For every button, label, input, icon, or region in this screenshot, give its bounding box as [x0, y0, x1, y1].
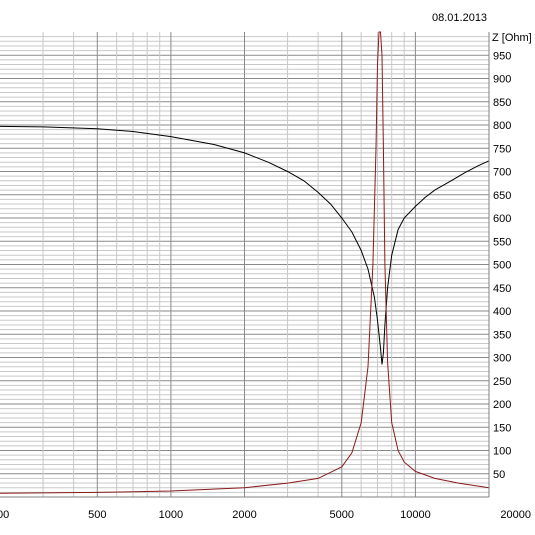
y-tick-label: 550	[493, 236, 511, 248]
y-tick-label: 900	[493, 74, 511, 86]
y-tick-label: 150	[493, 422, 511, 434]
y-tick-label: 200	[493, 399, 511, 411]
y-tick-label: 950	[493, 50, 511, 62]
y-tick-label: 500	[493, 260, 511, 272]
x-tick-label: 20000	[500, 509, 531, 521]
y-tick-label: 600	[493, 213, 511, 225]
x-tick-label: 2000	[232, 509, 256, 521]
y-tick-label: 650	[493, 190, 511, 202]
y-tick-label: 700	[493, 167, 511, 179]
y-tick-label: 400	[493, 306, 511, 318]
chart-date: 08.01.2013	[432, 12, 488, 24]
y-tick-label: 300	[493, 353, 511, 365]
y-tick-label: 250	[493, 376, 511, 388]
x-tick-label: 500	[88, 509, 106, 521]
series-group	[0, 31, 490, 494]
y-tick-label: 50	[493, 469, 505, 481]
y-tick-label: 350	[493, 329, 511, 341]
y-tick-label: 450	[493, 283, 511, 295]
y-tick-label: 100	[493, 446, 511, 458]
y-tick-label: 750	[493, 143, 511, 155]
y-axis-labels: 50 100 150 200 250 300 350 400 450 500 550 600 650 70…	[493, 50, 511, 481]
y-axis-title: Z [Ohm]	[492, 32, 532, 44]
series-line-2	[0, 31, 490, 494]
x-tick-label: 5000	[330, 509, 354, 521]
y-tick-label: 800	[493, 120, 511, 132]
x-tick-label: 10000	[400, 509, 431, 521]
x-tick-label: 200	[0, 509, 9, 521]
x-tick-label: 1000	[159, 509, 183, 521]
grid	[0, 32, 489, 497]
x-axis-labels: 200 500 1000 2000 5000 10000 20000	[0, 509, 531, 521]
y-tick-label: 850	[493, 97, 511, 109]
series-line-1	[0, 125, 490, 365]
